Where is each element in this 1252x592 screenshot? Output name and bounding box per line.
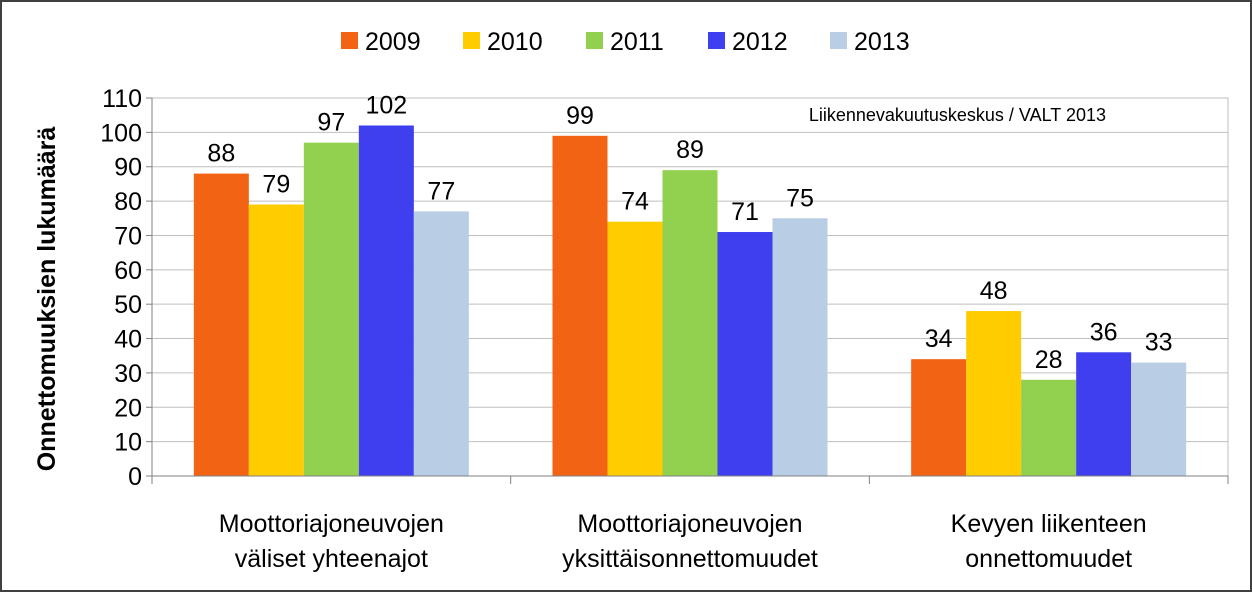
x-category-label: Moottoriajoneuvojen [219,510,444,538]
bar [303,142,359,476]
data-label: 97 [317,109,345,137]
legend-label: 2009 [365,28,421,56]
legend-label: 2013 [854,28,910,56]
legend-swatch [708,32,725,49]
x-category-label: väliset yhteenajot [235,545,428,573]
y-axis-label: Onnettomuuksien lukumäärä [33,127,61,472]
legend-swatch [341,32,358,49]
data-label: 48 [980,277,1008,305]
x-axis: Moottoriajoneuvojen väliset yhteenajot Moo… [151,475,1229,573]
data-label: 28 [1035,346,1063,374]
data-label: 89 [676,136,704,164]
data-label: 99 [566,102,594,130]
y-tick-label: 100 [100,119,142,147]
legend-label: 2012 [732,28,788,56]
legend-swatch [586,32,603,49]
data-label: 102 [365,91,407,119]
data-label: 79 [262,171,290,199]
bar [662,170,718,476]
data-label: 71 [731,198,759,226]
bar [966,311,1022,476]
bar [193,173,249,476]
y-tick-label: 60 [114,257,142,285]
y-tick-label: 40 [114,326,142,354]
data-label: 36 [1090,318,1118,346]
legend-swatch [463,32,480,49]
data-label: 75 [786,184,814,212]
bar [911,359,967,476]
legend-label: 2011 [610,28,664,56]
data-label: 88 [207,140,235,168]
bar [717,232,773,476]
y-tick-label: 10 [114,429,142,457]
y-tick-label: 110 [102,85,142,113]
x-category-label: yksittäisonnettomuudet [562,545,818,573]
y-tick-label: 70 [114,222,142,250]
bar [1076,352,1132,476]
bar [607,221,663,476]
bars: 88 79 97 102 77 99 74 89 71 75 34 48 28 36 33 [193,91,1187,477]
y-tick-label: 20 [114,394,142,422]
bar [248,204,304,476]
legend-label: 2010 [487,28,543,56]
data-label: 77 [427,177,455,205]
y-tick-label: 50 [114,291,142,319]
bar [1021,379,1077,476]
y-tick-label: 0 [128,463,142,491]
data-label: 74 [621,188,649,216]
chart-legend: 2009 2010 2011 2012 2013 [341,28,910,56]
data-label: 34 [925,325,953,353]
data-label: 33 [1145,329,1173,357]
bar [1131,362,1187,476]
y-tick-label: 90 [114,154,142,182]
bar [552,135,608,477]
bar [358,125,414,476]
y-axis: 0 10 20 30 40 50 60 70 80 90 100 110 [100,85,153,491]
y-tick-label: 80 [114,188,142,216]
legend-swatch [830,32,847,49]
source-annotation: Liikennevakuutuskeskus / VALT 2013 [809,105,1106,125]
x-category-label: Moottoriajoneuvojen [577,510,802,538]
y-tick-label: 30 [114,360,142,388]
bar [772,218,828,477]
bar [413,211,469,476]
x-category-label: onnettomuudet [965,545,1132,573]
x-category-label: Kevyen liikenteen [951,510,1147,538]
